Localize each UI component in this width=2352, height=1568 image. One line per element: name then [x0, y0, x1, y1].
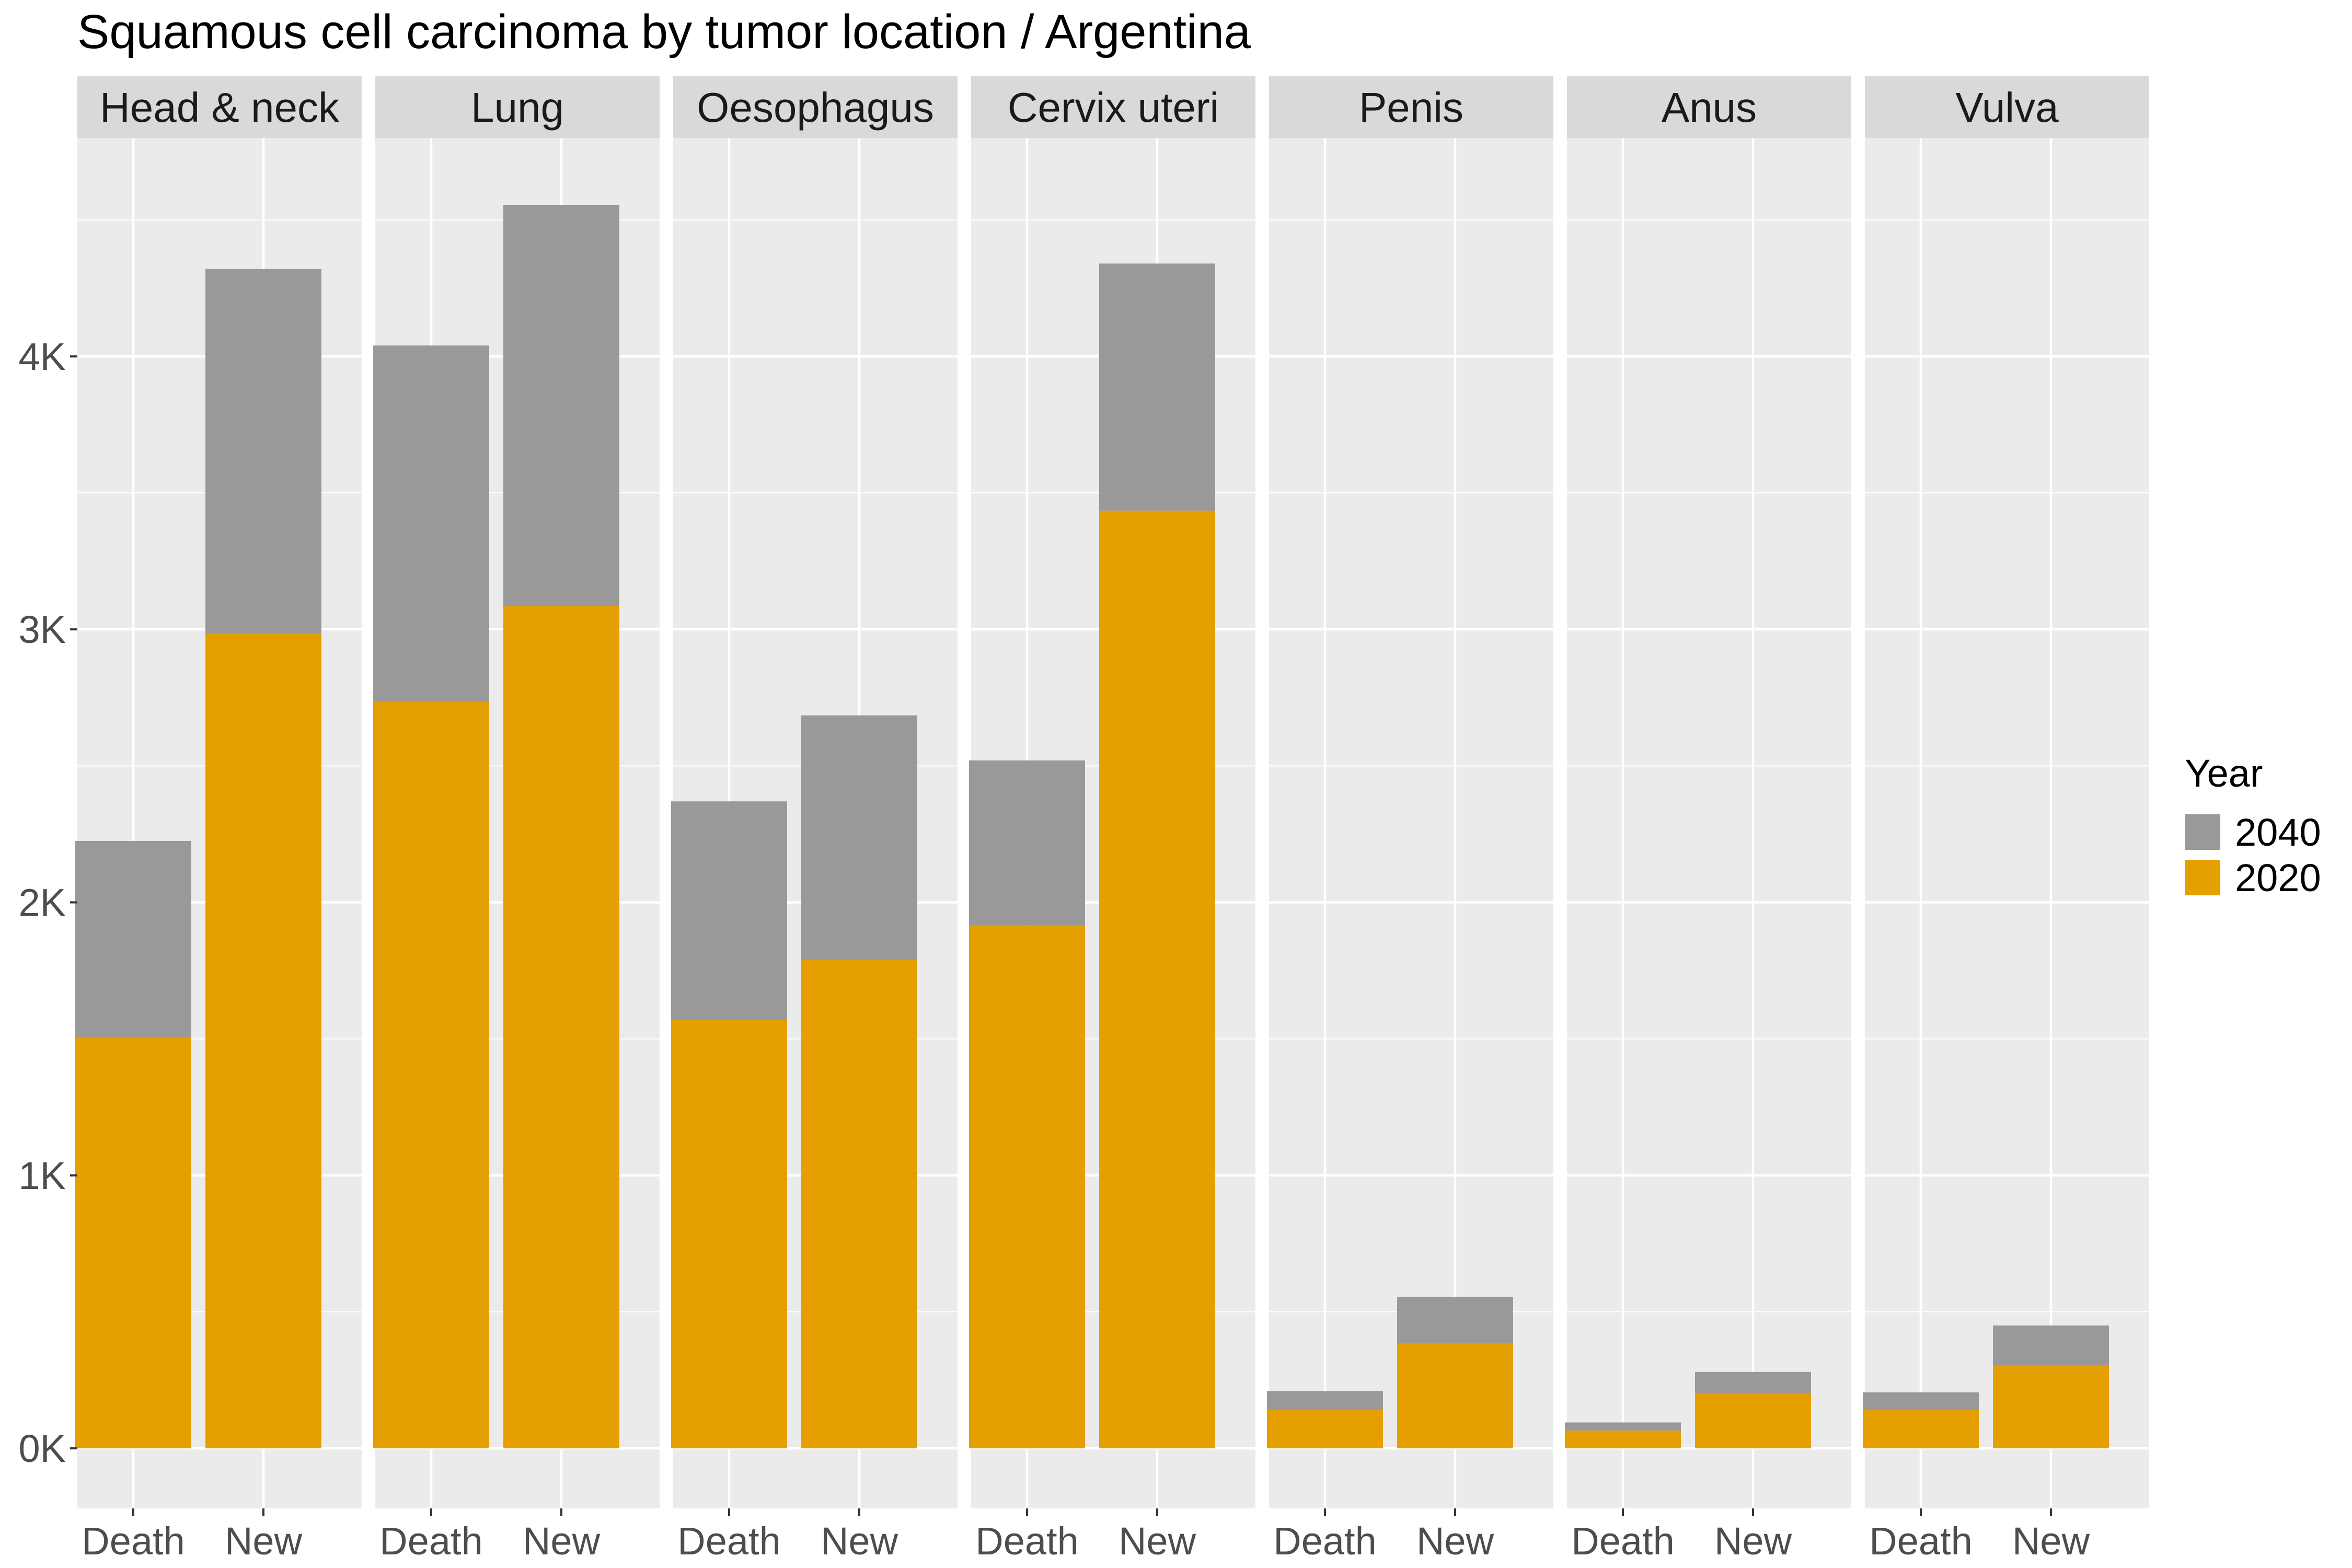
- facet-panel-cervix-uteri: Death New Cervix uteri: [969, 76, 1255, 1563]
- facet-strip: [1269, 76, 1553, 138]
- bar-head-and-neck-new-2020: [205, 633, 321, 1449]
- panel-background: [1269, 138, 1553, 1508]
- bar-oesophagus-death-2040: [671, 801, 787, 1020]
- facet-panel-oesophagus: Death New Oesophagus: [671, 76, 958, 1563]
- bar-lung-new-2020: [503, 606, 619, 1449]
- x-tick-label: New: [1416, 1519, 1494, 1563]
- facet-label-cervix-uteri: Cervix uteri: [1008, 84, 1219, 131]
- facet-panel-vulva: Death New Vulva: [1863, 76, 2149, 1563]
- bar-penis-death-2020: [1267, 1410, 1383, 1449]
- y-tick-label: 1K: [18, 1154, 66, 1197]
- bar-oesophagus-new-2020: [801, 960, 917, 1449]
- facet-label-penis: Penis: [1359, 84, 1463, 131]
- legend-key-2040: [2185, 814, 2220, 850]
- bar-oesophagus-new-2040: [801, 715, 917, 960]
- facet-strip: [1567, 76, 1851, 138]
- bar-head-and-neck-death-2020: [75, 1037, 191, 1449]
- y-tick-label: 0K: [18, 1427, 66, 1470]
- facet-strip: [1865, 76, 2149, 138]
- x-tick-label: New: [225, 1519, 303, 1563]
- bar-cervix-uteri-death-2020: [969, 925, 1085, 1449]
- x-tick-label: Death: [677, 1519, 780, 1563]
- facet-label-anus: Anus: [1662, 84, 1757, 131]
- facet-strip: [375, 76, 660, 138]
- bar-anus-death-2020: [1565, 1431, 1681, 1449]
- bar-head-and-neck-new-2040: [205, 269, 321, 633]
- bar-lung-death-2020: [373, 701, 489, 1449]
- bar-vulva-new-2020: [1993, 1365, 2109, 1449]
- x-tick-label: Death: [1273, 1519, 1376, 1563]
- facet-strip: [77, 76, 362, 138]
- facet-panel-anus: Death New Anus: [1565, 76, 1851, 1563]
- x-tick-label: Death: [1869, 1519, 1972, 1563]
- bar-anus-new-2020: [1695, 1393, 1811, 1449]
- x-tick-label: Death: [975, 1519, 1078, 1563]
- panel-background: [1567, 138, 1851, 1508]
- bar-oesophagus-death-2020: [671, 1020, 787, 1449]
- legend-label-2020: 2020: [2235, 856, 2321, 900]
- facet-label-head-and-neck: Head & neck: [100, 84, 340, 131]
- bar-head-and-neck-death-2040: [75, 840, 191, 1038]
- y-tick-label: 3K: [18, 608, 66, 651]
- bar-vulva-death-2020: [1863, 1410, 1979, 1449]
- bar-lung-death-2040: [373, 345, 489, 702]
- x-tick-label: New: [1714, 1519, 1792, 1563]
- facet-strip: [673, 76, 958, 138]
- panel-background: [1865, 138, 2149, 1508]
- legend-key-2020: [2185, 860, 2220, 895]
- y-axis: 0K 1K 2K 3K 4K: [18, 335, 77, 1470]
- bar-anus-new-2040: [1695, 1371, 1811, 1394]
- facet-panels: Death New Head & neck Death New Lung Death New O…: [75, 76, 2149, 1563]
- y-tick-label: 2K: [18, 881, 66, 924]
- bar-anus-death-2040: [1565, 1422, 1681, 1431]
- x-tick-label: Death: [379, 1519, 482, 1563]
- bar-vulva-death-2040: [1863, 1392, 1979, 1410]
- x-tick-label: New: [523, 1519, 601, 1563]
- y-tick-label: 4K: [18, 335, 66, 378]
- bar-penis-new-2020: [1397, 1343, 1513, 1449]
- x-tick-label: Death: [1571, 1519, 1674, 1563]
- x-tick-label: Death: [82, 1519, 185, 1563]
- x-tick-label: New: [821, 1519, 898, 1563]
- facet-strip: [971, 76, 1255, 138]
- bar-vulva-new-2040: [1993, 1325, 2109, 1365]
- facet-panel-lung: Death New Lung: [373, 76, 660, 1563]
- bar-penis-death-2040: [1267, 1391, 1383, 1410]
- bar-lung-new-2040: [503, 204, 619, 606]
- x-tick-label: New: [2012, 1519, 2090, 1563]
- bar-cervix-uteri-new-2020: [1099, 510, 1215, 1449]
- facet-label-oesophagus: Oesophagus: [697, 84, 934, 131]
- x-tick-label: New: [1119, 1519, 1196, 1563]
- bar-cervix-uteri-death-2040: [969, 760, 1085, 926]
- facet-label-lung: Lung: [471, 84, 564, 131]
- facet-panel-penis: Death New Penis: [1267, 76, 1553, 1563]
- legend-title: Year: [2185, 752, 2263, 795]
- facet-panel-head-and-neck: Death New Head & neck: [75, 76, 362, 1563]
- bar-cervix-uteri-new-2040: [1099, 263, 1215, 511]
- chart-title: Squamous cell carcinoma by tumor locatio…: [77, 5, 1251, 59]
- bar-penis-new-2040: [1397, 1297, 1513, 1344]
- legend-label-2040: 2040: [2235, 811, 2321, 854]
- facet-label-vulva: Vulva: [1955, 84, 2059, 131]
